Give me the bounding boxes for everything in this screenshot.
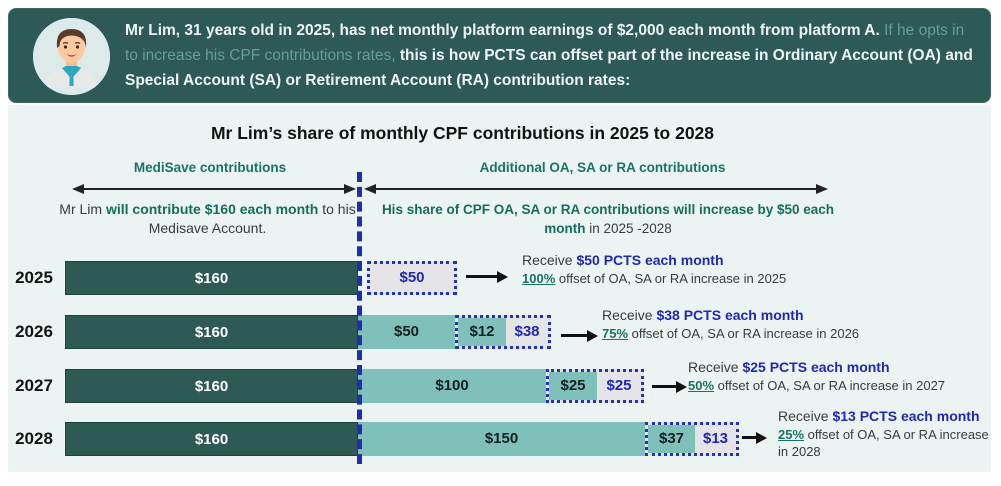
chart-title: Mr Lim’s share of monthly CPF contributi…	[210, 123, 715, 143]
receive-line: Receive $50 PCTS each month	[522, 252, 786, 269]
offset-line: 25% offset of OA, SA or RA increase in 2…	[778, 426, 998, 460]
medisave-range-arrow	[72, 184, 356, 194]
pcts-dotted-box: $37 $13	[645, 422, 739, 456]
year-label: 2028	[15, 429, 53, 448]
offset-text: offset of OA, SA or RA increase in 2026	[628, 326, 860, 341]
worker-share-value: $37	[658, 430, 685, 447]
medisave-desc-plain: Mr Lim	[59, 201, 106, 217]
person-icon	[33, 18, 110, 95]
avatar	[33, 18, 110, 95]
additional-bar-segment: $100	[358, 369, 546, 403]
offset-text: offset of OA, SA or RA increase in 2027	[714, 378, 946, 393]
header-description: Mr Lim, 31 years old in 2025, has net mo…	[125, 18, 977, 93]
pcts-note: Receive $13 PCTS each month 25% offset o…	[778, 408, 998, 460]
pcts-offset-value: $25	[606, 377, 632, 394]
pcts-dotted-box: $50	[367, 261, 457, 295]
medisave-desc-end: to his Medisave Account.	[148, 201, 356, 236]
offset-percent: 100%	[522, 271, 556, 286]
offset-percent: 50%	[688, 378, 715, 393]
worker-share-segment: $25	[549, 372, 597, 400]
receive-amount: $13 PCTS each month	[832, 408, 980, 424]
offset-line: 75% offset of OA, SA or RA increase in 2…	[602, 325, 859, 342]
pcts-offset-value: $13	[702, 430, 729, 447]
worker-share-segment: $12	[458, 318, 506, 346]
pcts-note: Receive $38 PCTS each month 75% offset o…	[602, 307, 859, 342]
offset-line: 100% offset of OA, SA or RA increase in …	[522, 270, 786, 287]
year-label: 2026	[15, 322, 53, 341]
pcts-offset-segment: $38	[506, 318, 548, 346]
offset-text: offset of OA, SA or RA increase in 2025	[555, 271, 787, 286]
pcts-note: Receive $50 PCTS each month 100% offset …	[522, 252, 786, 287]
offset-percent: 75%	[602, 326, 629, 341]
additional-bar-value: $150	[484, 430, 519, 447]
divider-dashed-line	[357, 172, 362, 464]
pcts-dotted-box: $12 $38	[455, 315, 551, 349]
additional-bar-segment: $150	[358, 422, 645, 456]
medisave-bar-segment: $160	[65, 369, 358, 403]
pcts-offset-segment: $50	[370, 264, 454, 292]
receive-amount: $50 PCTS each month	[576, 252, 724, 268]
pointer-arrow	[742, 436, 756, 439]
receive-prefix: Receive	[778, 408, 833, 424]
receive-prefix: Receive	[522, 252, 577, 268]
additional-desc-end: in 2025 -2028	[585, 221, 672, 236]
medisave-bar-value: $160	[194, 324, 229, 341]
range-arrows	[72, 184, 828, 194]
pointer-arrow	[652, 385, 676, 388]
pcts-dotted-box: $25 $25	[546, 369, 644, 403]
bar-row-2026: 2026 $160 $50 $12 $38 Receive $38 PCTS e…	[0, 307, 1001, 349]
additional-bar-segment: $50	[358, 315, 455, 349]
pcts-offset-value: $50	[399, 269, 425, 286]
pcts-offset-segment: $25	[597, 372, 641, 400]
medisave-column-heading: MediSave contributions	[133, 160, 287, 175]
receive-line: Receive $13 PCTS each month	[778, 408, 998, 425]
additional-bar-value: $50	[393, 323, 420, 340]
header-banner: Mr Lim, 31 years old in 2025, has net mo…	[8, 8, 991, 103]
receive-prefix: Receive	[602, 307, 657, 323]
bar-row-2025: 2025 $160 $50 Receive $50 PCTS each mont…	[0, 252, 1001, 295]
pointer-arrow	[561, 334, 587, 337]
header-text-rest: this is how PCTS can offset part of the …	[125, 47, 973, 89]
pcts-note: Receive $25 PCTS each month 50% offset o…	[688, 359, 945, 394]
receive-amount: $25 PCTS each month	[742, 359, 890, 375]
offset-text: offset of OA, SA or RA increase in 2028	[778, 427, 989, 459]
additional-column-heading: Additional OA, SA or RA contributions	[479, 160, 726, 175]
year-label: 2025	[15, 268, 53, 287]
header-text-main: Mr Lim, 31 years old in 2025, has net mo…	[125, 22, 885, 39]
offset-line: 50% offset of OA, SA or RA increase in 2…	[688, 377, 945, 394]
medisave-bar-segment: $160	[65, 261, 358, 295]
worker-share-value: $25	[560, 377, 586, 394]
medisave-bar-segment: $160	[65, 422, 358, 456]
medisave-bar-value: $160	[194, 431, 229, 448]
bar-row-2027: 2027 $160 $100 $25 $25 Receive $25 PCTS …	[0, 359, 1001, 403]
pcts-offset-segment: $13	[695, 425, 736, 453]
receive-prefix: Receive	[688, 359, 743, 375]
worker-share-segment: $37	[648, 425, 695, 453]
receive-line: Receive $38 PCTS each month	[602, 307, 859, 324]
additional-description: His share of CPF OA, SA or RA contributi…	[378, 200, 838, 238]
additional-bar-value: $100	[435, 377, 469, 394]
additional-desc-bold: His share of CPF OA, SA or RA contributi…	[381, 202, 835, 236]
receive-amount: $38 PCTS each month	[656, 307, 804, 323]
medisave-description: Mr Lim will contribute $160 each month t…	[55, 200, 360, 238]
pointer-arrow	[466, 275, 497, 278]
medisave-bar-value: $160	[194, 270, 229, 287]
pcts-offset-value: $38	[514, 323, 540, 340]
worker-share-value: $12	[469, 323, 495, 340]
medisave-bar-value: $160	[194, 378, 229, 395]
medisave-bar-segment: $160	[65, 315, 358, 349]
additional-range-arrow	[364, 184, 828, 194]
medisave-desc-bold: will contribute $160 each month	[105, 201, 319, 217]
header-text-highlight: If he opts in to increase his CPF contri…	[125, 22, 965, 64]
year-label: 2027	[15, 376, 53, 395]
bar-row-2028: 2028 $160 $150 $37 $13 Receive $13 PCTS …	[0, 408, 1001, 459]
offset-percent: 25%	[778, 427, 805, 442]
receive-line: Receive $25 PCTS each month	[688, 359, 945, 376]
